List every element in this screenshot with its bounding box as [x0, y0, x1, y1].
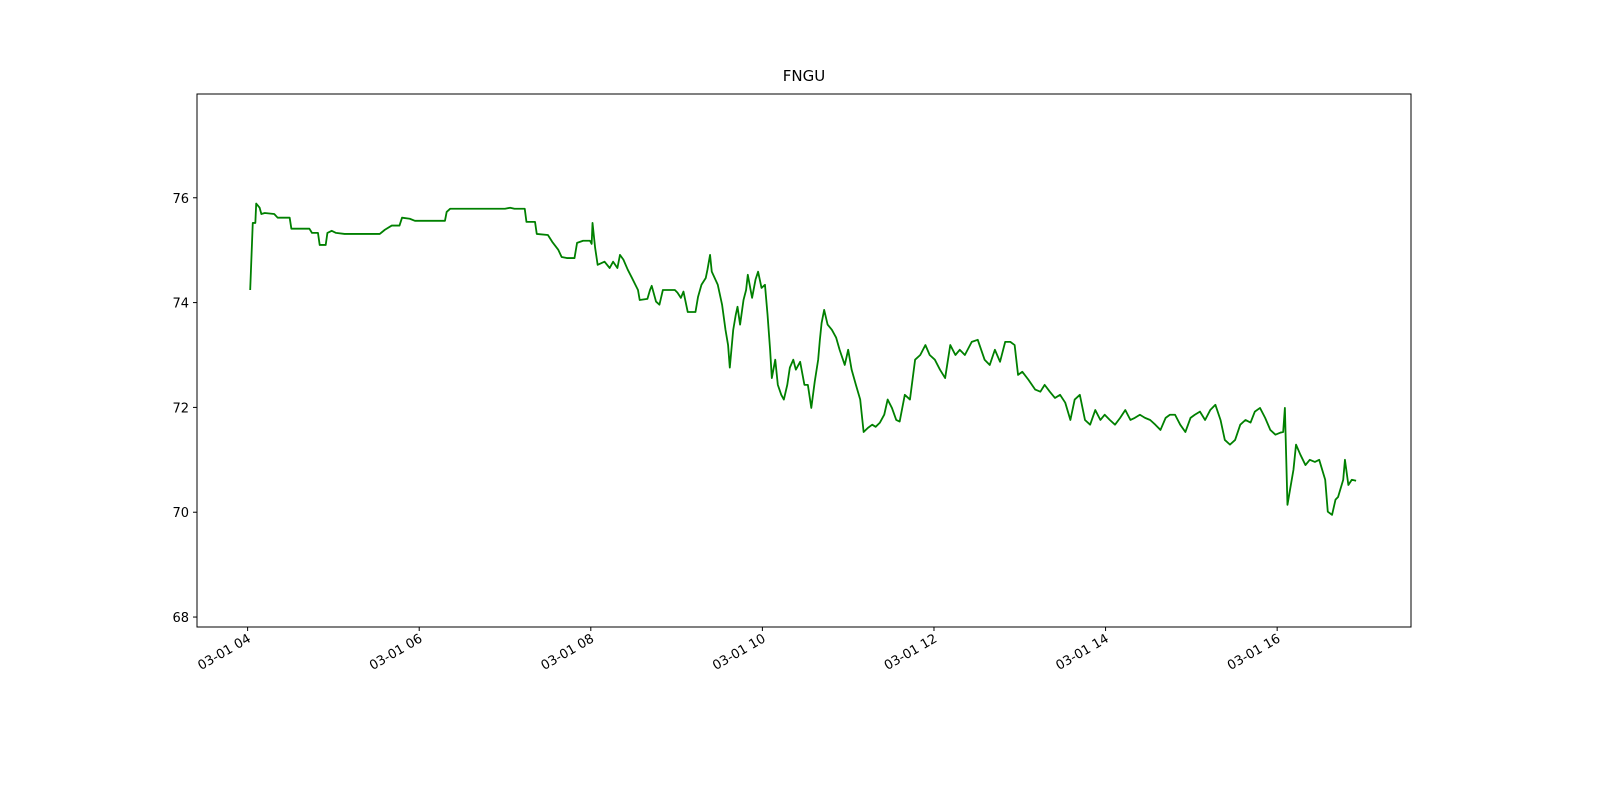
- chart-title: FNGU: [783, 67, 825, 85]
- y-tick-label: 68: [172, 611, 189, 626]
- price-line: [249, 202, 1357, 516]
- y-tick-label: 76: [172, 192, 189, 207]
- y-tick-label: 74: [172, 297, 189, 312]
- y-tick-label: 72: [172, 401, 189, 416]
- plot-frame: [196, 93, 1412, 628]
- y-tick-label: 70: [172, 506, 189, 521]
